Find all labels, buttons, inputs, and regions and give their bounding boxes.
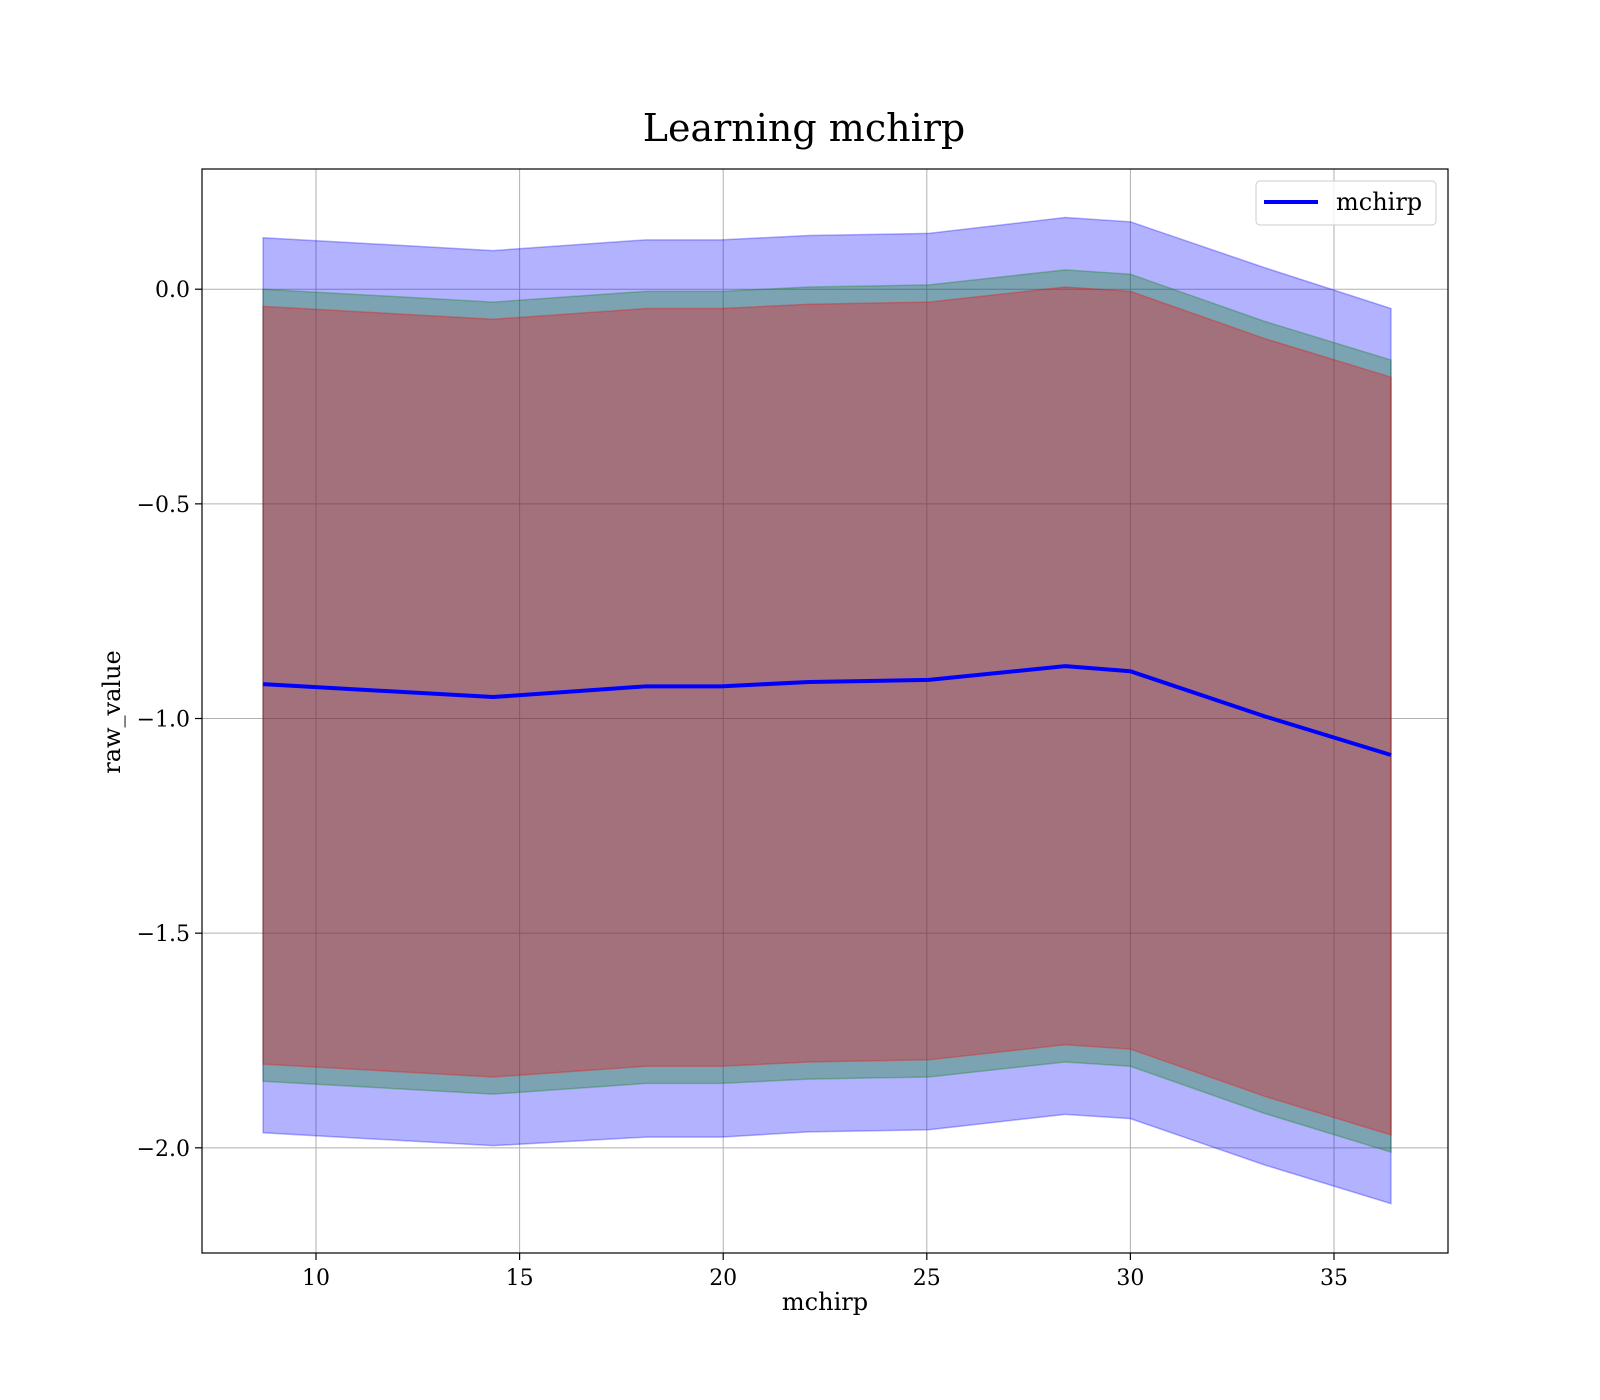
x-tick-label: 20 — [709, 1266, 737, 1291]
x-tick-label: 35 — [1320, 1266, 1348, 1291]
band-inner — [262, 286, 1392, 1136]
y-axis: 0.0 −0.5 −1.0 −1.5 −2.0 — [137, 278, 202, 1162]
x-axis-label: mchirp — [782, 1288, 868, 1316]
x-tick-label: 10 — [302, 1266, 330, 1291]
series-lines — [262, 664, 1392, 757]
y-tick-label: 0.0 — [155, 278, 190, 303]
legend: mchirp — [1255, 180, 1437, 226]
y-tick-label: −1.0 — [137, 708, 190, 733]
confidence-bands — [262, 216, 1392, 1205]
plot-frame — [201, 168, 1449, 1254]
chart-title: Learning mchirp — [643, 106, 965, 150]
x-axis: 10 15 20 25 30 35 — [302, 1253, 1348, 1291]
y-axis-label: raw_value — [98, 650, 126, 774]
x-tick-label: 15 — [506, 1266, 534, 1291]
legend-label-mchirp: mchirp — [1336, 188, 1422, 216]
grid-lines — [202, 169, 1448, 1253]
band-middle — [262, 269, 1392, 1154]
x-tick-label: 25 — [913, 1266, 941, 1291]
legend-box — [1255, 180, 1437, 226]
band-outer — [262, 216, 1392, 1205]
plot-area: 10 15 20 25 30 35 0.0 −0.5 −1.0 −1.5 −2.0 — [137, 168, 1449, 1291]
plot-background — [202, 169, 1448, 1253]
y-tick-label: −1.5 — [137, 922, 190, 947]
y-tick-label: −0.5 — [137, 493, 190, 518]
x-tick-label: 30 — [1116, 1266, 1144, 1291]
y-tick-label: −2.0 — [137, 1137, 190, 1162]
series-line-mchirp — [262, 664, 1392, 757]
